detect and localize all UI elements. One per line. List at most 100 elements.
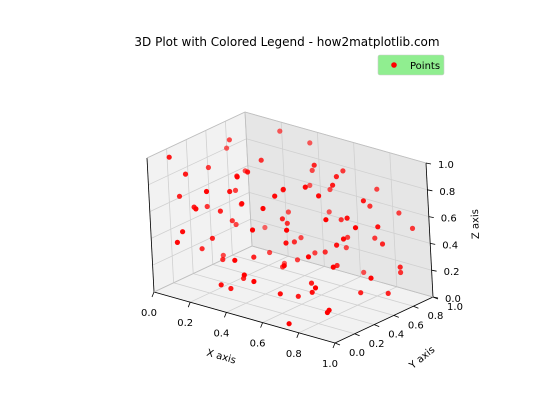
data-point: [239, 201, 245, 207]
data-point: [277, 291, 283, 297]
data-point: [233, 221, 239, 228]
data-point: [220, 252, 226, 258]
x-tick-label: 0.2: [177, 318, 193, 329]
x-tick-mark: [187, 302, 191, 308]
data-point: [280, 186, 286, 192]
data-point: [209, 235, 215, 241]
y-tick-label: 0.6: [408, 320, 424, 331]
data-point: [291, 239, 297, 245]
axis-line-3: [425, 162, 434, 298]
data-point: [245, 169, 251, 175]
data-point: [409, 225, 416, 231]
pane-edge-1: [251, 245, 434, 298]
floor-pane: [154, 246, 433, 343]
data-point: [272, 193, 278, 199]
legend-box: [377, 54, 445, 76]
data-point: [330, 264, 336, 270]
y-tick-mark: [334, 342, 341, 346]
data-point: [176, 193, 183, 199]
data-point: [283, 240, 289, 246]
axis-lines: [146, 111, 434, 344]
x-tick-mark: [224, 312, 227, 318]
data-point: [224, 145, 230, 151]
y-tick-label: 0.0: [349, 348, 365, 359]
z-tick-label: 0.4: [442, 240, 458, 251]
data-point: [285, 209, 291, 215]
x-tick-mark: [151, 291, 155, 298]
legend-label: Points: [410, 61, 440, 72]
data-point: [284, 220, 290, 226]
data-point: [340, 168, 346, 174]
data-point: [203, 188, 210, 195]
data-point: [323, 217, 329, 223]
data-point: [368, 275, 374, 281]
data-point: [284, 227, 290, 233]
x-tick-label: 0.0: [141, 308, 157, 319]
data-point: [193, 206, 199, 212]
data-point: [309, 289, 315, 295]
data-point: [396, 210, 402, 216]
data-point: [311, 162, 317, 168]
legend-marker: [391, 62, 397, 68]
data-point: [358, 290, 364, 296]
data-point: [205, 164, 211, 171]
y-tick-label: 0.4: [388, 330, 404, 341]
x-tick-label: 1.0: [322, 359, 338, 370]
data-point: [281, 263, 287, 269]
left-wall-pane: [147, 112, 252, 292]
data-point: [343, 245, 349, 251]
pane-edge-3: [244, 111, 427, 164]
data-point: [379, 241, 386, 247]
z-tick-label: 0.2: [444, 267, 460, 278]
data-point: [294, 257, 301, 263]
z-axis-label: Z axis: [470, 209, 482, 239]
data-point: [312, 285, 319, 291]
data-point: [345, 234, 351, 240]
data-point: [241, 272, 247, 278]
data-point: [397, 264, 403, 270]
data-point: [262, 224, 268, 231]
data-point: [334, 242, 340, 248]
z-tick-label: 0.6: [441, 214, 457, 225]
pane-edge-0: [153, 245, 253, 293]
data-point: [286, 321, 292, 327]
chart-title: 3D Plot with Colored Legend - how2matplo…: [134, 35, 439, 49]
data-point: [180, 229, 186, 235]
tick-labels: 0.00.20.40.60.81.00.00.20.40.60.81.00.00…: [141, 160, 463, 370]
data-point: [260, 205, 266, 212]
data-point: [340, 236, 347, 242]
data-point: [398, 269, 404, 276]
data-point: [267, 249, 273, 256]
x-tick-label: 0.4: [213, 328, 229, 339]
data-point: [330, 182, 336, 188]
y-tick-mark: [413, 305, 419, 309]
data-point: [305, 254, 312, 260]
x-tick-mark: [332, 342, 336, 349]
axis-line-2: [146, 157, 155, 293]
z-tick-label: 0.8: [439, 187, 455, 198]
data-point: [367, 203, 373, 209]
z-tick-mark: [427, 189, 433, 192]
data-point: [326, 209, 332, 215]
data-point: [166, 154, 172, 160]
data-point: [307, 182, 313, 188]
y-axis-label: Y axis: [407, 345, 437, 373]
data-point: [204, 203, 210, 210]
data-point: [174, 239, 180, 245]
data-point: [277, 128, 283, 134]
z-tick-mark: [428, 216, 434, 218]
data-point: [226, 137, 232, 143]
tick-marks: [151, 162, 439, 349]
data-point: [229, 218, 235, 224]
data-point: [316, 193, 322, 199]
data-point: [322, 249, 328, 255]
data-point: [251, 278, 257, 285]
data-point: [327, 186, 333, 193]
data-point: [333, 174, 339, 180]
y-tick-label: 0.2: [369, 339, 385, 350]
x-axis-label: X axis: [205, 348, 237, 367]
data-point: [199, 246, 205, 252]
x-tick-label: 0.6: [250, 339, 266, 350]
y-tick-mark: [393, 315, 399, 318]
pane-edge-2: [146, 111, 246, 159]
